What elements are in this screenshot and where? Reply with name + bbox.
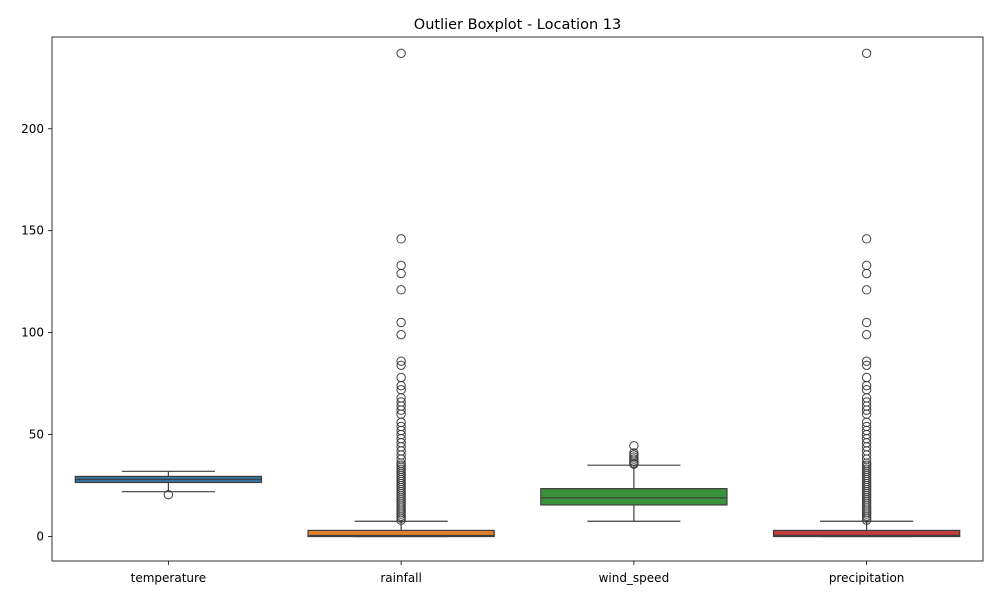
outlier-point: [396, 234, 406, 244]
outlier-point: [396, 285, 406, 295]
outlier-point: [861, 385, 872, 395]
y-tick-label: 100: [21, 326, 44, 340]
box-iqr: [307, 529, 495, 538]
plot-area: [74, 48, 961, 538]
box-group-wind_speed: [540, 441, 728, 522]
outlier-point: [861, 356, 872, 366]
x-tick-label: rainfall: [380, 571, 421, 585]
box-iqr: [772, 529, 961, 538]
box-group-temperature: [74, 470, 263, 500]
y-tick-label: 50: [29, 428, 44, 442]
outlier-point: [629, 448, 639, 458]
outlier-point: [163, 490, 174, 500]
outlier-point: [396, 360, 406, 370]
y-tick-label: 150: [21, 224, 44, 238]
outlier-point: [396, 385, 406, 395]
outlier-point: [396, 317, 406, 328]
outlier-point: [629, 441, 639, 451]
x-tick-label: temperature: [131, 571, 206, 585]
outlier-point: [396, 48, 406, 59]
outlier-point: [396, 268, 406, 279]
x-tick-label: precipitation: [829, 571, 905, 585]
box-group-rainfall: [307, 48, 495, 538]
axes-frame: [51, 36, 984, 562]
outlier-point: [861, 397, 872, 407]
outlier-point: [861, 372, 872, 383]
y-tick-label: 0: [36, 530, 44, 544]
box-group-precipitation: [772, 48, 961, 538]
outlier-point: [861, 317, 872, 328]
outlier-point: [861, 329, 872, 340]
outlier-point: [861, 234, 872, 244]
outlier-point: [396, 356, 406, 366]
outlier-point: [861, 360, 872, 370]
outlier-point: [861, 48, 872, 59]
outlier-point: [396, 372, 406, 383]
outlier-point: [396, 397, 406, 407]
y-tick-label: 200: [21, 122, 44, 136]
outlier-point: [861, 285, 872, 295]
outlier-point: [396, 421, 406, 432]
x-tick-label: wind_speed: [599, 571, 670, 585]
outlier-point: [396, 329, 406, 340]
outlier-point: [861, 421, 872, 432]
outlier-point: [861, 268, 872, 279]
box-iqr: [540, 488, 728, 506]
chart-title: Outlier Boxplot - Location 13: [414, 17, 621, 33]
axes: temperature rainfall wind_speed precipitati…: [21, 122, 904, 585]
outlier-point: [396, 260, 406, 271]
outlier-point: [861, 260, 872, 271]
